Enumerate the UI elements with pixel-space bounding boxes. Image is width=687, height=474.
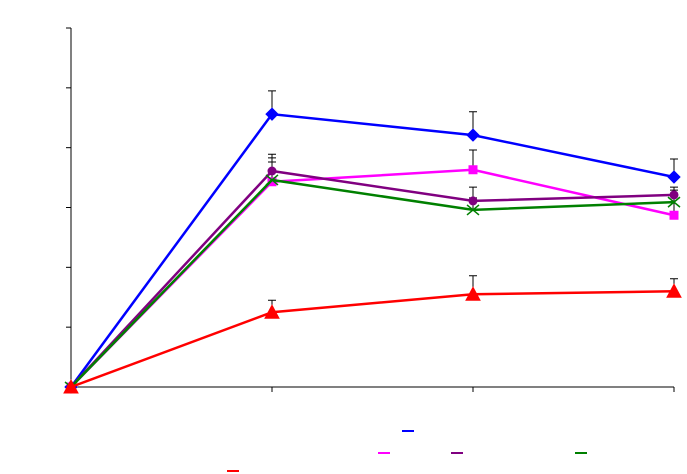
marker: [265, 107, 279, 121]
marker: [669, 190, 679, 200]
marker: [667, 196, 681, 208]
series-line: [69, 112, 675, 388]
series-line: [70, 290, 675, 389]
marker: [465, 286, 481, 301]
marker: [264, 304, 280, 319]
marker: [466, 128, 480, 142]
marker: [669, 210, 679, 220]
marker: [466, 204, 480, 216]
marker: [267, 166, 277, 176]
marker: [468, 196, 478, 206]
series-line: [70, 178, 675, 388]
marker: [666, 283, 682, 298]
series-line: [70, 169, 675, 388]
marker: [265, 174, 279, 186]
marker: [468, 165, 478, 175]
marker: [63, 378, 79, 394]
marker: [667, 170, 681, 184]
